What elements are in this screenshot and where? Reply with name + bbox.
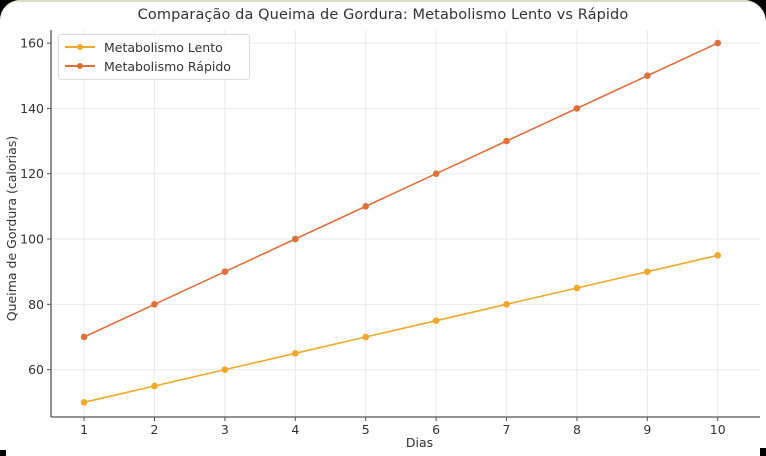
y-axis-label: Queima de Gordura (calorias) (4, 136, 19, 321)
y-tick-label: 100 (20, 232, 44, 247)
legend-swatch-fast-icon (65, 60, 95, 72)
y-tick-label: 120 (20, 166, 44, 181)
data-point (432, 170, 440, 177)
y-tick-label: 140 (20, 101, 44, 116)
data-point (151, 301, 158, 308)
series-0 (80, 252, 722, 406)
legend-label-slow: Metabolismo Lento (104, 39, 223, 55)
data-point (644, 268, 651, 275)
crop-corner (760, 448, 766, 456)
x-tick-label: 3 (221, 422, 229, 437)
data-point (292, 350, 299, 357)
y-tick-label: 60 (28, 362, 44, 377)
data-point (503, 137, 510, 145)
data-point (221, 268, 229, 275)
data-point (503, 301, 510, 308)
x-tick-label: 1 (80, 422, 88, 437)
data-point (292, 235, 299, 243)
y-tick-label: 80 (28, 297, 44, 312)
crop-corner (0, 450, 6, 456)
x-tick-label: 8 (573, 422, 581, 437)
x-axis-label: Dias (406, 435, 433, 450)
legend-swatch-slow-icon (65, 41, 95, 53)
data-point (714, 39, 722, 47)
data-point (714, 252, 722, 259)
legend-item-fast: Metabolismo Rápido (65, 57, 231, 75)
legend-item-slow: Metabolismo Lento (65, 38, 223, 56)
data-point (80, 399, 88, 406)
data-point (432, 317, 440, 324)
grid (51, 30, 760, 417)
data-point (80, 333, 88, 341)
x-tick-label: 6 (432, 422, 440, 437)
chart-title: Comparação da Queima de Gordura: Metabol… (137, 7, 629, 23)
x-tick-label: 10 (710, 422, 726, 437)
x-tick-label: 9 (643, 422, 651, 437)
data-point (573, 284, 581, 292)
legend-label-fast: Metabolismo Rápido (104, 58, 231, 74)
y-tick-label: 160 (20, 36, 44, 51)
data-point (151, 382, 158, 390)
data-point (221, 366, 229, 373)
x-tick-label: 4 (291, 422, 299, 437)
frame-top-edge (18, 0, 748, 2)
x-tick-label: 2 (151, 422, 159, 437)
data-point (362, 333, 370, 341)
series-1 (80, 39, 722, 341)
x-tick-label: 7 (503, 422, 511, 437)
x-tick-label: 5 (362, 422, 370, 437)
data-point (644, 72, 651, 80)
chart-legend: Metabolismo Lento Metabolismo Rápido (58, 34, 250, 80)
data-point (362, 203, 370, 210)
data-point (573, 105, 581, 112)
